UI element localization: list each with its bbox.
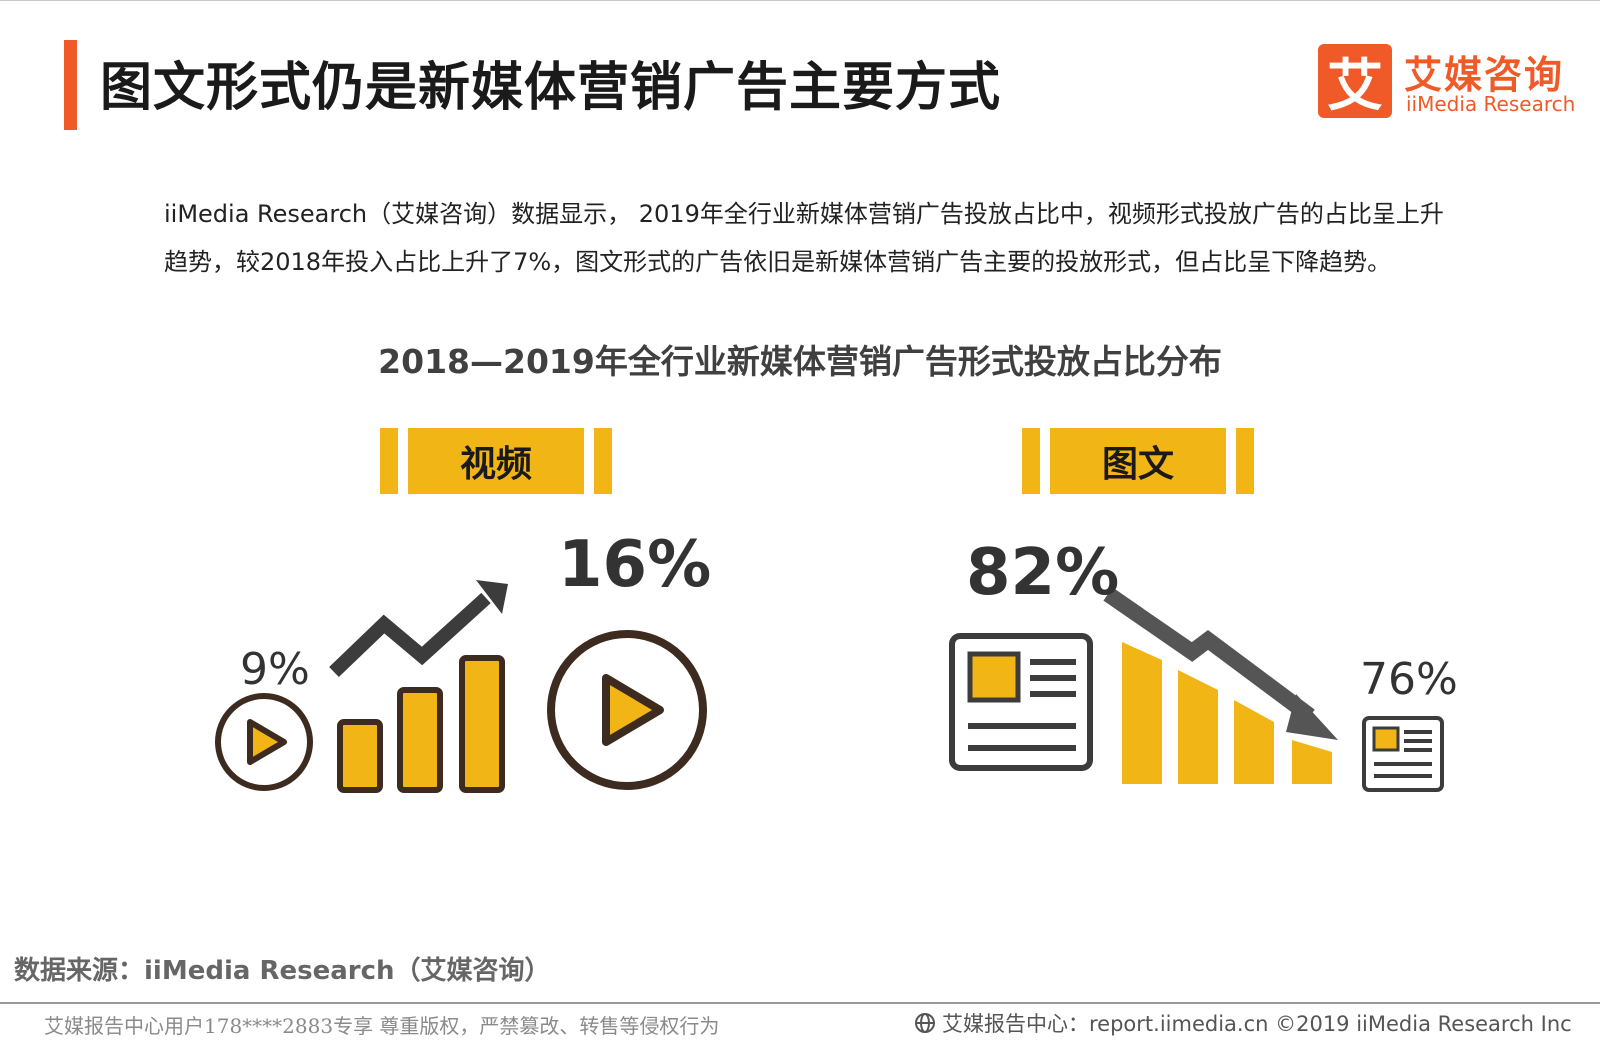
- globe-icon: [915, 1013, 935, 1033]
- falling-bars-icon: [1122, 642, 1332, 784]
- copyright-watermark: 艾媒报告中心用户178****2883专享 尊重版权，严禁篡改、转售等侵权行为: [44, 1014, 720, 1038]
- large-article-icon: [949, 633, 1093, 771]
- page-title: 图文形式仍是新媒体营销广告主要方式: [100, 58, 1002, 118]
- logo-chinese-name: 艾媒咨询: [1404, 53, 1565, 97]
- footer-divider: [0, 1002, 1600, 1004]
- chart-title: 2018—2019年全行业新媒体营销广告形式投放占比分布: [378, 342, 1222, 381]
- top-divider: [0, 0, 1600, 1]
- iimedia-logo: 艾 艾媒咨询 iiMedia Research: [1318, 44, 1576, 120]
- data-source: 数据来源：iiMedia Research（艾媒咨询）: [14, 956, 551, 986]
- small-article-icon: [1362, 716, 1444, 792]
- graphic-label: 图文: [1050, 428, 1226, 494]
- video-label-box: 视频: [380, 428, 612, 494]
- title-accent-bar: [64, 40, 77, 130]
- description-paragraph: iiMedia Research（艾媒咨询）数据显示， 2019年全行业新媒体营…: [164, 200, 1444, 276]
- graphic-2019-percent: 76%: [1360, 654, 1458, 705]
- video-label: 视频: [408, 428, 584, 494]
- graphic-2018-percent: 82%: [966, 536, 1120, 610]
- small-play-icon: [215, 693, 313, 791]
- trend-down-arrow-icon: [1103, 587, 1338, 740]
- report-center-text: 艾媒报告中心：report.iimedia.cn ©2019 iiMedia R…: [942, 1012, 1572, 1036]
- trend-up-arrow-icon: [329, 580, 508, 678]
- large-play-icon: [547, 630, 707, 790]
- report-center-link[interactable]: 艾媒报告中心：report.iimedia.cn ©2019 iiMedia R…: [914, 1008, 1572, 1038]
- video-2018-percent: 9%: [240, 644, 310, 695]
- video-2019-percent: 16%: [558, 528, 712, 602]
- logo-mark: 艾: [1318, 44, 1392, 119]
- graphic-label-box: 图文: [1022, 428, 1254, 494]
- rising-bars-icon: [337, 655, 505, 793]
- logo-english-name: iiMedia Research: [1406, 92, 1576, 116]
